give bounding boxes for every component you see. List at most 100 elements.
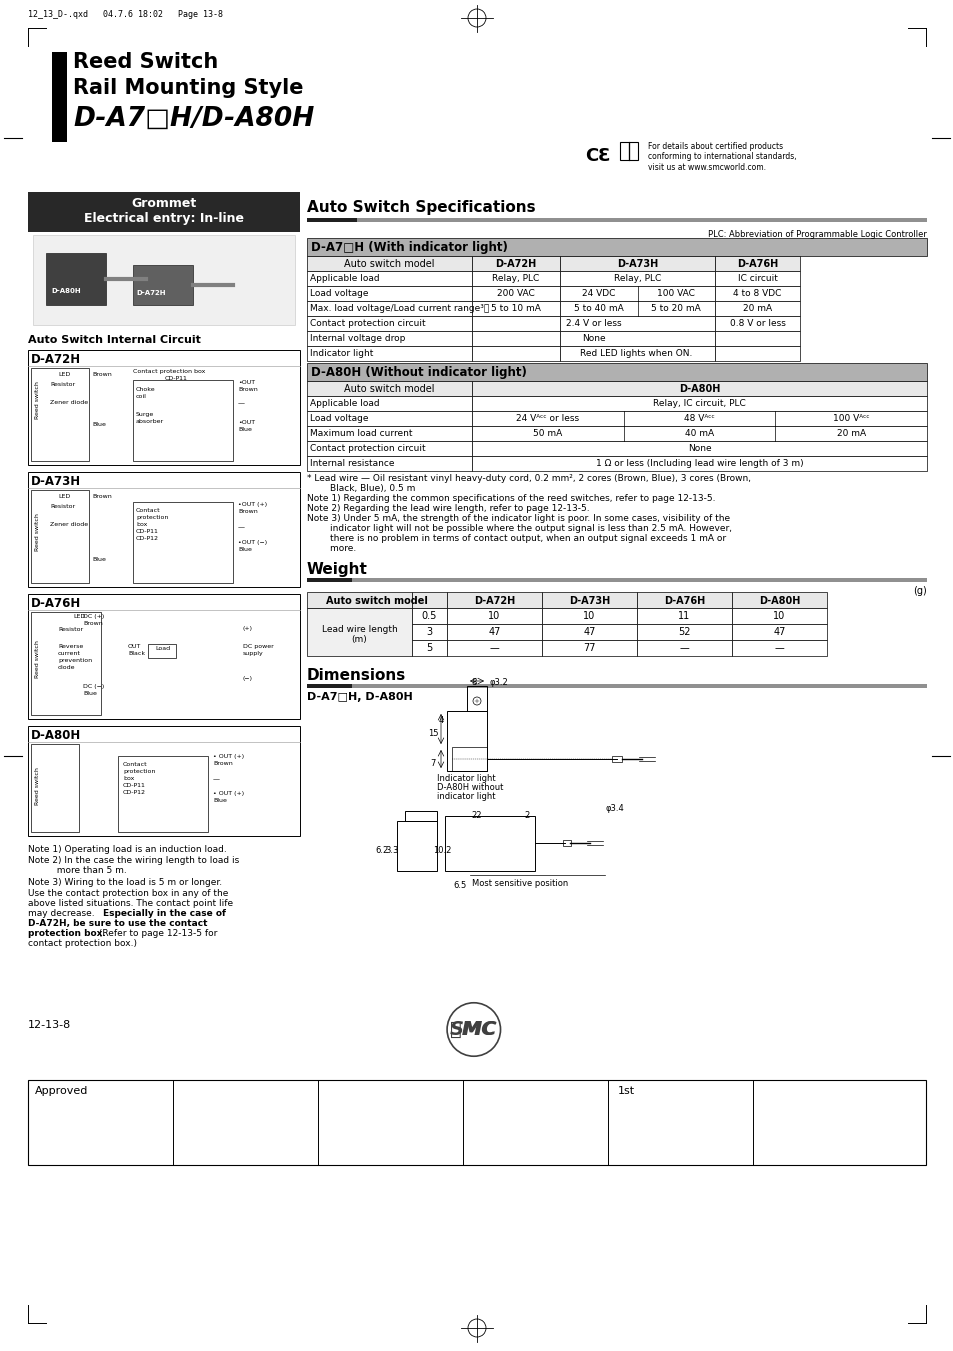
- Text: Most sensitive position: Most sensitive position: [472, 880, 568, 888]
- Text: 22: 22: [471, 811, 482, 820]
- Bar: [637, 592, 731, 608]
- Text: D-A80H: D-A80H: [679, 384, 720, 394]
- Text: Blue: Blue: [213, 798, 227, 802]
- Text: (m): (m): [352, 635, 367, 644]
- Text: 200 VAC: 200 VAC: [497, 289, 535, 299]
- Text: —: —: [237, 524, 245, 530]
- Bar: [28, 594, 299, 719]
- Bar: [447, 592, 541, 608]
- Text: 15: 15: [427, 730, 437, 738]
- Text: Reed switch: Reed switch: [35, 381, 40, 419]
- Text: D-A72H: D-A72H: [495, 259, 536, 269]
- Text: Resistor: Resistor: [58, 627, 83, 632]
- Text: Contact protection circuit: Contact protection circuit: [310, 444, 425, 453]
- Text: Black: Black: [128, 651, 145, 657]
- Bar: [307, 381, 472, 396]
- Text: diode: diode: [58, 665, 75, 670]
- Bar: [30, 490, 89, 584]
- Bar: [412, 640, 447, 657]
- Text: PLC: Abbreviation of Programmable Logic Controller: PLC: Abbreviation of Programmable Logic …: [707, 230, 926, 239]
- Bar: [28, 192, 299, 232]
- Text: Internal resistance: Internal resistance: [310, 459, 395, 467]
- Bar: [541, 592, 637, 608]
- Bar: [637, 624, 731, 640]
- Text: D-A80H (Without indicator light): D-A80H (Without indicator light): [311, 366, 526, 380]
- Text: 6.5: 6.5: [453, 881, 466, 890]
- Bar: [628, 142, 638, 159]
- Bar: [447, 608, 541, 624]
- Text: D-A76H: D-A76H: [736, 259, 778, 269]
- Text: Note 1) Operating load is an induction load.: Note 1) Operating load is an induction l…: [28, 844, 227, 854]
- Bar: [559, 301, 714, 316]
- Text: 10: 10: [488, 611, 500, 621]
- Text: Blue: Blue: [237, 427, 252, 432]
- Text: 48 Vᴬᶜᶜ: 48 Vᴬᶜᶜ: [683, 413, 714, 423]
- Text: 4 to 8 VDC: 4 to 8 VDC: [733, 289, 781, 299]
- Bar: [541, 640, 637, 657]
- Text: 3: 3: [426, 627, 432, 638]
- Text: DC (+): DC (+): [83, 613, 104, 619]
- Text: protection box.: protection box.: [28, 929, 106, 938]
- Text: Auto switch model: Auto switch model: [326, 596, 428, 607]
- Bar: [307, 578, 352, 582]
- Text: Blue: Blue: [91, 422, 106, 427]
- Text: 2: 2: [524, 811, 529, 820]
- Text: LED: LED: [58, 372, 71, 377]
- Text: 47: 47: [773, 627, 785, 638]
- Text: Electrical entry: In-line: Electrical entry: In-line: [84, 212, 244, 226]
- Text: Blue: Blue: [83, 690, 97, 696]
- Text: Lead wire length: Lead wire length: [321, 626, 397, 634]
- Text: Note 2) Regarding the lead wire length, refer to page 12-13-5.: Note 2) Regarding the lead wire length, …: [307, 504, 589, 513]
- Text: CD-P12: CD-P12: [123, 790, 146, 794]
- Text: CD-P11: CD-P11: [136, 530, 159, 534]
- Text: 24 Vᴬᶜᶜ or less: 24 Vᴬᶜᶜ or less: [516, 413, 578, 423]
- Text: Blue: Blue: [91, 557, 106, 562]
- Bar: [472, 457, 926, 471]
- Bar: [412, 608, 447, 624]
- Text: 12-13-8: 12-13-8: [28, 1020, 71, 1029]
- Bar: [731, 608, 826, 624]
- Text: SMC: SMC: [450, 1020, 497, 1039]
- Text: Brown: Brown: [237, 386, 257, 392]
- Text: (g): (g): [912, 586, 926, 596]
- Bar: [472, 286, 559, 301]
- Text: Especially in the case of: Especially in the case of: [103, 909, 226, 917]
- Text: 0.5: 0.5: [421, 611, 436, 621]
- Text: 24 VDC: 24 VDC: [581, 289, 615, 299]
- Bar: [132, 503, 233, 584]
- Text: D-A76H: D-A76H: [663, 596, 704, 607]
- Text: 77: 77: [582, 643, 595, 653]
- Text: (Refer to page 12-13-5 for: (Refer to page 12-13-5 for: [96, 929, 217, 938]
- Text: Brown: Brown: [237, 509, 257, 513]
- Bar: [307, 286, 472, 301]
- Text: Note 2) In the case the wiring length to load is: Note 2) In the case the wiring length to…: [28, 857, 239, 865]
- Bar: [132, 380, 233, 461]
- Text: D-A80H without: D-A80H without: [436, 784, 503, 792]
- Text: D-A72H: D-A72H: [136, 290, 165, 296]
- Text: D-A73H: D-A73H: [30, 476, 81, 488]
- Text: Auto switch model: Auto switch model: [344, 259, 435, 269]
- Bar: [307, 426, 472, 440]
- Text: D-A72H, be sure to use the contact: D-A72H, be sure to use the contact: [28, 919, 208, 928]
- Text: 10.2: 10.2: [433, 846, 451, 855]
- Text: Relay, IC circuit, PLC: Relay, IC circuit, PLC: [653, 399, 745, 408]
- Bar: [731, 640, 826, 657]
- Text: 6.2: 6.2: [375, 846, 388, 855]
- Text: Indicator light: Indicator light: [436, 774, 496, 784]
- Bar: [307, 316, 472, 331]
- Bar: [637, 608, 731, 624]
- Text: 5 to 20 mA: 5 to 20 mA: [651, 304, 700, 313]
- Bar: [28, 725, 299, 836]
- Text: 3.3: 3.3: [385, 846, 398, 855]
- Bar: [447, 711, 486, 771]
- Text: Applicable load: Applicable load: [310, 399, 379, 408]
- Bar: [559, 255, 714, 272]
- Bar: [472, 396, 926, 411]
- Text: Max. load voltage/Load current range³⧟: Max. load voltage/Load current range³⧟: [310, 304, 489, 313]
- Text: Contact protection circuit: Contact protection circuit: [310, 319, 425, 328]
- Text: protection: protection: [123, 769, 155, 774]
- Text: Reed switch: Reed switch: [35, 640, 40, 678]
- Text: D-A7□H/D-A80H: D-A7□H/D-A80H: [73, 105, 314, 132]
- Text: Rail Mounting Style: Rail Mounting Style: [73, 78, 303, 99]
- Text: D-A80H: D-A80H: [30, 730, 81, 742]
